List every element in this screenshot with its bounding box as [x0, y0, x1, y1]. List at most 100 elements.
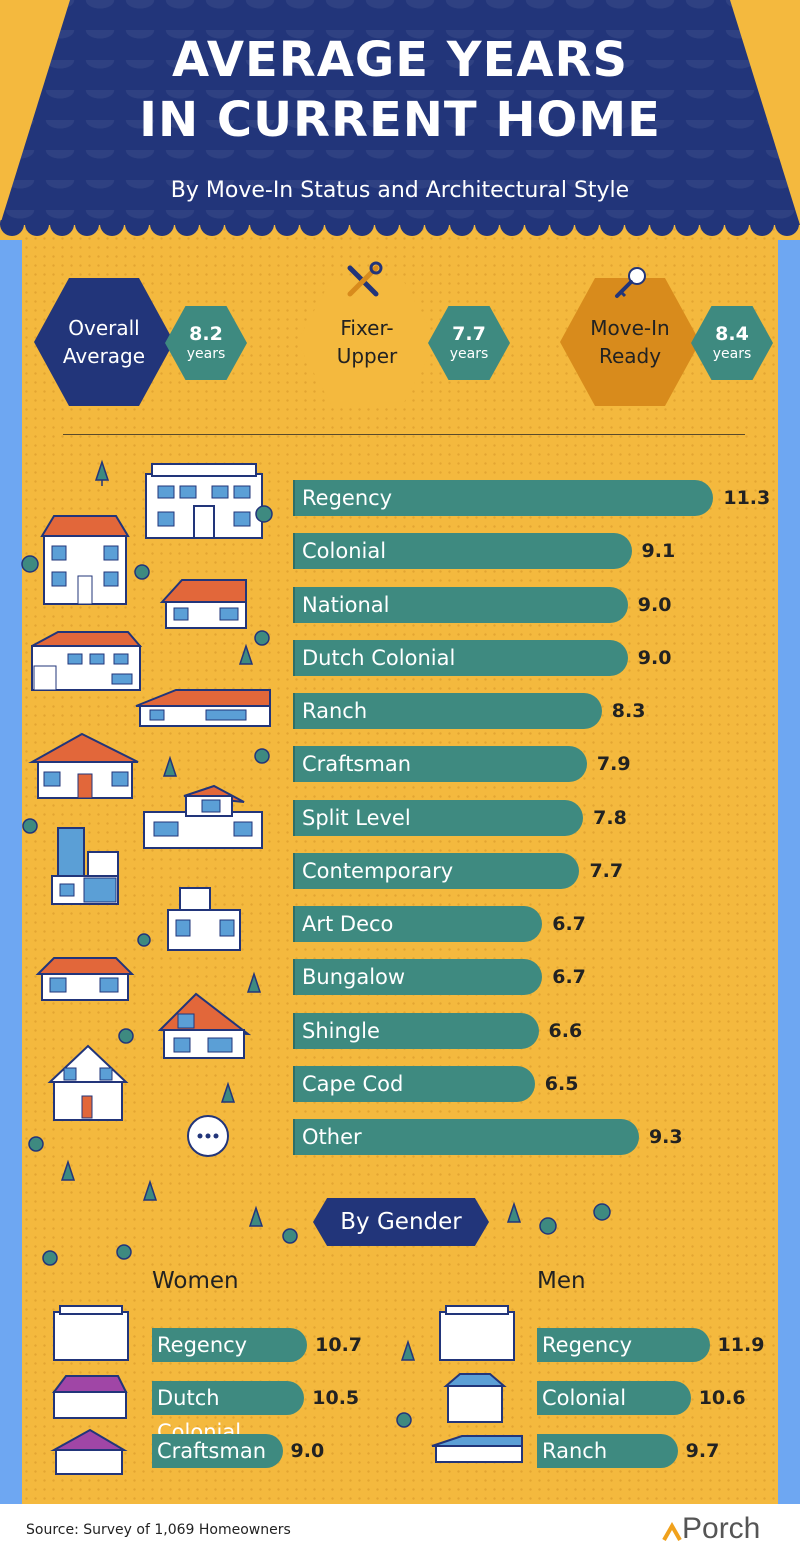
bar: Bungalow — [293, 959, 543, 996]
bar-value-label: 11.9 — [717, 1334, 765, 1356]
key-icon — [615, 267, 646, 298]
house-icon — [28, 732, 139, 799]
roof-scallop — [550, 220, 574, 236]
fixer-upper-value: 7.7 — [452, 323, 486, 345]
move-in-ready-unit: years — [712, 346, 752, 362]
bar: Split Level — [293, 799, 584, 836]
gender-section-heading: By Gender — [313, 1198, 489, 1246]
overall-average-unit: years — [186, 346, 226, 362]
house-icon — [47, 1044, 129, 1121]
bar-value-label: 9.1 — [641, 540, 676, 563]
bar-value-label: 7.8 — [593, 806, 627, 829]
roof-scallop — [200, 220, 224, 236]
house-body-background — [22, 225, 778, 1504]
bar-value-label: 9.0 — [637, 646, 672, 669]
bar-value-label: 9.0 — [637, 593, 672, 616]
fixer-upper-label: Fixer- Upper — [336, 316, 398, 368]
roof-scallop-edge — [0, 220, 799, 236]
bar-value-label: 7.7 — [589, 859, 624, 882]
bar: National — [293, 586, 628, 623]
bar: Colonial — [293, 533, 632, 570]
roof-banner — [0, 0, 800, 225]
roof-scallop — [425, 220, 449, 236]
bar: Regency — [537, 1328, 710, 1362]
overall-average-hex: Overall Average — [34, 278, 174, 406]
roof-scallop — [75, 220, 99, 236]
bar: Craftsman — [293, 746, 587, 783]
bar-value-label: 8.3 — [611, 700, 646, 722]
roof-scallop — [300, 220, 324, 236]
men-label: Men — [537, 1268, 586, 1294]
roof-scallop — [50, 220, 74, 236]
house-icon — [40, 515, 130, 605]
bar: Dutch Colonial — [293, 639, 628, 676]
roof-scallop — [500, 220, 524, 236]
gender-house-icons — [50, 1305, 523, 1475]
bar: Ranch — [293, 693, 602, 729]
bar: Cape Cod — [293, 1065, 535, 1102]
roof-scallop — [150, 220, 174, 236]
fixer-upper-hex: Fixer- Upper — [297, 278, 437, 406]
overall-average-value-hex: 8.2 years — [165, 306, 247, 380]
roof-scallop — [100, 220, 124, 236]
roof-scallop — [775, 220, 799, 236]
page-title: AVERAGE YEARS IN CURRENT HOME — [0, 30, 800, 150]
roof-scallop — [575, 220, 599, 236]
fixer-upper-unit: years — [449, 346, 489, 362]
bar-value-label: 6.6 — [548, 1019, 583, 1042]
roof-scallop — [650, 220, 674, 236]
bar-value-label: 11.3 — [723, 487, 771, 509]
roof-scallop — [400, 220, 424, 236]
overall-average-label: Overall Average — [62, 316, 146, 368]
roof-scallop — [725, 220, 749, 236]
roof-scallop — [225, 220, 249, 236]
porch-logo-icon — [662, 1522, 682, 1541]
move-in-ready-value-hex: 8.4 years — [691, 306, 773, 380]
bar: Ranch — [537, 1434, 678, 1468]
source-note: Source: Survey of 1,069 Homeowners — [26, 1522, 291, 1538]
section-divider — [63, 434, 745, 435]
house-icon — [145, 463, 263, 539]
bar: Colonial — [537, 1381, 691, 1415]
house-icon — [167, 887, 241, 951]
house-icon — [51, 827, 119, 905]
more-icon — [187, 1115, 229, 1157]
house-icon — [157, 992, 252, 1059]
bar: Other — [293, 1119, 639, 1155]
overall-average-value: 8.2 — [189, 323, 223, 345]
roof-scallop — [525, 220, 549, 236]
summary-icons — [347, 261, 646, 298]
roof-tiles — [0, 0, 800, 225]
left-edge — [0, 240, 22, 1504]
roof-scallop — [350, 220, 374, 236]
roof-scallop — [700, 220, 724, 236]
bar: Craftsman — [152, 1434, 283, 1468]
house-icon — [159, 579, 247, 629]
brand-logo-text: Porch — [682, 1512, 761, 1545]
roof-scallop — [0, 220, 24, 236]
bar-value-label: 10.6 — [698, 1387, 746, 1409]
bar-value-label: 7.9 — [596, 753, 631, 776]
roof-scallop — [175, 220, 199, 236]
page-subtitle: By Move-In Status and Architectural Styl… — [170, 178, 630, 203]
roof-scallop — [750, 220, 774, 236]
roof-scallop — [600, 220, 624, 236]
bar-value-label: 10.7 — [315, 1334, 363, 1356]
house-icon — [31, 631, 143, 691]
bar: Contemporary — [293, 852, 580, 889]
bar-value-label: 6.7 — [552, 966, 586, 989]
tools-icon — [347, 261, 383, 297]
bar: Dutch Colonial — [152, 1381, 305, 1444]
bar-value-label: 9.7 — [685, 1440, 720, 1462]
house-icon — [35, 957, 135, 1001]
bar-value-label: 6.5 — [544, 1072, 579, 1095]
bar-value-label: 10.5 — [312, 1387, 360, 1409]
roof-scallop — [450, 220, 474, 236]
right-edge — [778, 240, 800, 1504]
move-in-ready-value: 8.4 — [715, 323, 749, 345]
house-icon — [135, 689, 271, 727]
roof-scallop — [325, 220, 349, 236]
roof-scallop — [275, 220, 299, 236]
roof-scallop — [25, 220, 49, 236]
